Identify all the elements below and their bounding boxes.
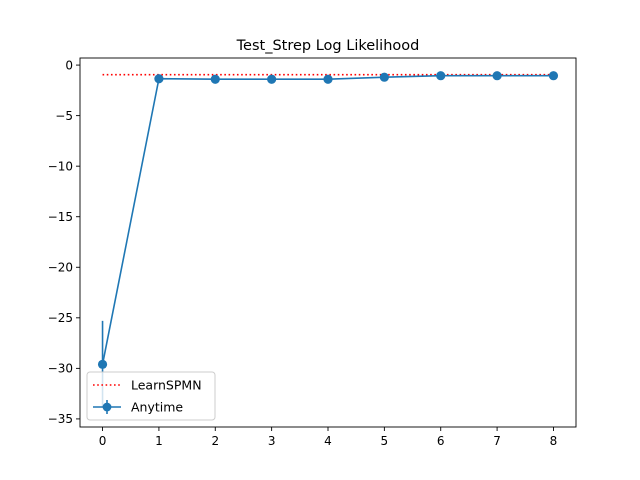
legend-anytime-label: Anytime [131, 400, 183, 415]
y-tick-label-7: −35 [48, 412, 73, 426]
y-tick-label-3: −15 [48, 210, 73, 224]
y-tick-label-0: 0 [65, 58, 73, 72]
series-anytime-point-0 [97, 359, 108, 369]
x-tick-label-7: 7 [493, 434, 501, 448]
series-anytime-point-6 [436, 71, 446, 81]
x-tick-label-5: 5 [381, 434, 389, 448]
legend-box [86, 371, 216, 421]
y-tick-label-4: −20 [48, 260, 73, 274]
series-anytime-point-7 [492, 71, 502, 81]
x-tick-label-6: 6 [437, 434, 445, 448]
x-tick-label-0: 0 [99, 434, 107, 448]
series-anytime-point-1 [154, 74, 164, 84]
chart-title: Test_Strep Log Likelihood [236, 38, 420, 54]
axes-layer: 0 1 2 3 4 5 6 7 8 0 −5 −10 −15 −20 −25 −30 −35 [48, 57, 577, 448]
x-tick-label-4: 4 [324, 434, 332, 448]
series-layer [97, 71, 559, 408]
legend-anytime-swatch-marker [102, 402, 112, 412]
series-anytime-point-4 [323, 74, 333, 84]
series-anytime-point-5 [379, 72, 389, 82]
x-tick-label-2: 2 [211, 434, 219, 448]
y-tick-label-6: −30 [48, 362, 73, 376]
x-tick-label-1: 1 [155, 434, 163, 448]
y-tick-label-2: −10 [48, 159, 73, 173]
legend-learnspmn-label: LearnSPMN [131, 378, 202, 393]
y-tick-label-5: −25 [48, 311, 73, 325]
series-anytime-point-3 [267, 74, 277, 84]
series-anytime-point-2 [210, 74, 220, 84]
x-tick-label-3: 3 [268, 434, 276, 448]
legend: LearnSPMN Anytime [86, 371, 216, 421]
series-anytime-point-8 [548, 71, 559, 81]
x-tick-label-8: 8 [550, 434, 558, 448]
y-tick-label-1: −5 [55, 109, 73, 123]
